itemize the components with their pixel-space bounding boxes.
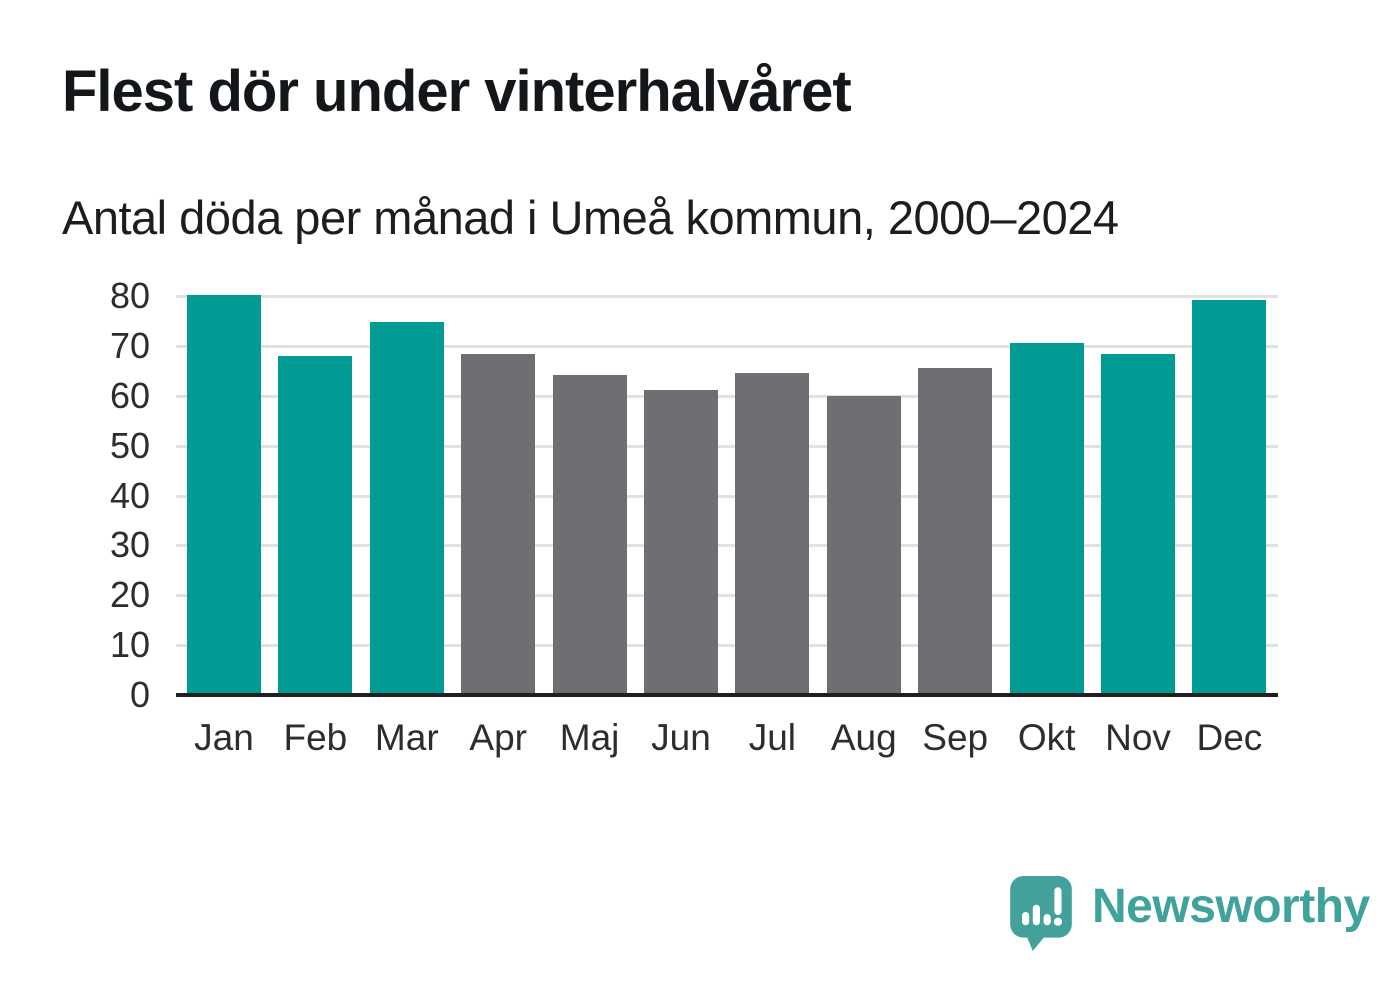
x-axis-label-dec: Dec — [1196, 717, 1263, 758]
bar-jul — [735, 372, 810, 695]
x-axis-label-nov: Nov — [1105, 717, 1171, 758]
bar-aug — [826, 395, 901, 695]
bar-maj — [552, 374, 627, 695]
newsworthy-logo-icon — [1010, 876, 1072, 951]
x-axis-label-mar: Mar — [374, 717, 439, 758]
y-axis-label-60: 60 — [109, 374, 150, 416]
bar-jan — [187, 295, 261, 695]
y-axis-label-0: 0 — [129, 674, 150, 715]
y-axis-label-70: 70 — [109, 324, 150, 366]
gridline-40 — [176, 494, 1278, 498]
page-title: Flest dör under vinterhalvåret — [62, 59, 852, 124]
bar-feb — [278, 356, 353, 695]
x-axis-label-okt: Okt — [1017, 717, 1076, 758]
y-axis-label-20: 20 — [109, 574, 150, 616]
bar-jun — [644, 389, 718, 695]
bar-chart: 0 10 20 30 40 50 60 70 80 Jan Feb Mar Apr Maj Jun Jul Au… — [110, 275, 1278, 758]
bar-dec — [1192, 300, 1267, 695]
x-axis-label-jul: Jul — [748, 717, 797, 758]
x-axis-line — [176, 693, 1278, 697]
gridline-80 — [176, 295, 1278, 298]
gridline-30 — [176, 544, 1278, 548]
y-axis-label-50: 50 — [109, 424, 150, 466]
y-axis-label-30: 30 — [109, 524, 150, 566]
bar-nov — [1101, 354, 1175, 695]
brand-footer: Newsworthy — [1010, 876, 1370, 952]
x-axis-label-jan: Jan — [194, 717, 254, 758]
x-axis-label-jun: Jun — [651, 717, 711, 758]
x-axis-label-apr: Apr — [469, 717, 527, 758]
gridline-20 — [176, 594, 1278, 598]
gridline-70 — [176, 344, 1278, 348]
y-axis-label-40: 40 — [109, 474, 150, 516]
gridline-50 — [176, 444, 1278, 448]
newsworthy-brand-text: Newsworthy — [1092, 880, 1370, 933]
bar-okt — [1009, 343, 1084, 695]
x-axis-label-aug: Aug — [830, 717, 897, 758]
page-subtitle: Antal döda per månad i Umeå kommun, 2000… — [62, 191, 1119, 244]
bar-sep — [918, 367, 993, 695]
gridline-10 — [176, 644, 1278, 648]
bar-mar — [369, 321, 444, 695]
x-axis-label-sep: Sep — [922, 717, 989, 758]
gridline-60 — [176, 394, 1278, 398]
x-axis-label-feb: Feb — [283, 717, 348, 758]
y-axis-label-80: 80 — [109, 275, 150, 316]
y-axis-label-10: 10 — [109, 624, 150, 666]
bar-apr — [461, 353, 536, 695]
x-axis-label-maj: Maj — [559, 717, 620, 758]
